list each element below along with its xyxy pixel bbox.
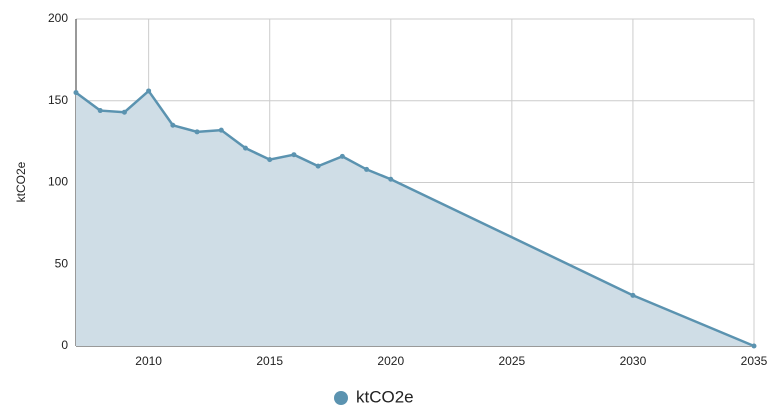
point (243, 145, 248, 151)
point (73, 90, 79, 96)
y-tick-label: 0 (61, 338, 68, 352)
point (170, 122, 176, 128)
point (267, 157, 273, 163)
legend-marker (334, 391, 348, 405)
point (388, 176, 394, 182)
point (121, 109, 127, 115)
point (194, 129, 200, 135)
y-tick-label: 100 (48, 175, 68, 189)
point (364, 166, 370, 172)
x-tick-label: 2010 (135, 354, 162, 368)
point (630, 292, 636, 298)
point (146, 88, 152, 94)
point (218, 127, 224, 133)
x-tick-label: 2030 (620, 354, 647, 368)
y-axis-label: ktCO2e (14, 161, 28, 202)
x-tick-label: 2025 (499, 354, 526, 368)
legend-label: ktCO2e (356, 387, 414, 406)
area (76, 90, 754, 346)
x-tick-label: 2035 (741, 354, 768, 368)
y-tick-label: 200 (48, 11, 68, 25)
x-tick-label: 2015 (256, 354, 283, 368)
point (339, 153, 345, 159)
x-tick-label: 2020 (377, 354, 404, 368)
point (751, 343, 757, 349)
y-tick-label: 50 (55, 256, 69, 270)
point (291, 152, 297, 158)
line (75, 89, 755, 348)
point (97, 108, 103, 114)
y-tick-label: 150 (48, 93, 68, 107)
point (315, 163, 321, 169)
